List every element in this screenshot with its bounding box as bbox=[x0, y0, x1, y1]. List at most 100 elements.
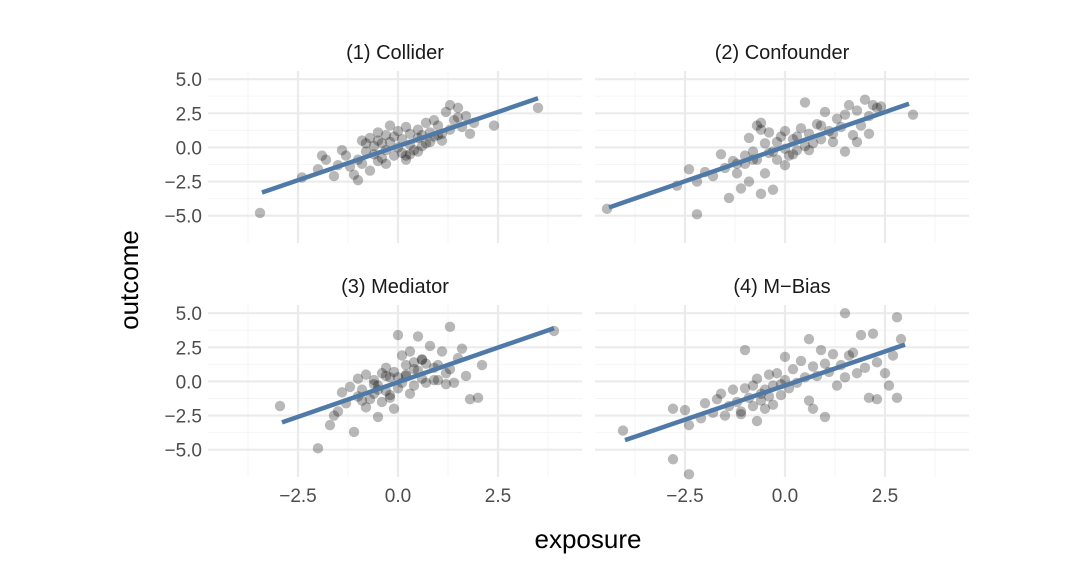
data-point bbox=[831, 113, 843, 124]
data-point bbox=[775, 131, 787, 142]
data-point bbox=[476, 359, 488, 371]
data-point bbox=[384, 372, 396, 383]
data-point bbox=[875, 101, 887, 112]
y-tick-label: 2.5 bbox=[176, 104, 202, 125]
data-point bbox=[372, 127, 384, 138]
panel-2: (2) Confounder bbox=[595, 42, 969, 243]
data-point bbox=[368, 374, 380, 386]
data-point bbox=[380, 129, 392, 141]
data-point bbox=[683, 469, 695, 480]
panel-title: (1) Collider bbox=[346, 42, 444, 64]
data-point bbox=[404, 128, 416, 139]
data-point bbox=[392, 125, 404, 137]
data-point bbox=[771, 154, 783, 165]
data-point bbox=[747, 400, 759, 412]
x-tick-label: 2.5 bbox=[485, 486, 511, 507]
data-point bbox=[811, 119, 823, 130]
data-point bbox=[464, 128, 476, 139]
data-point bbox=[428, 374, 440, 386]
panel-title: (3) Mediator bbox=[341, 276, 449, 298]
data-point bbox=[352, 373, 364, 384]
data-point bbox=[336, 387, 348, 398]
data-point bbox=[851, 368, 863, 379]
y-tick-label: −2.5 bbox=[164, 173, 202, 194]
y-axis-title: outcome bbox=[114, 230, 144, 330]
data-point bbox=[448, 377, 460, 389]
data-point bbox=[424, 340, 436, 352]
data-point bbox=[388, 403, 400, 414]
data-point bbox=[388, 131, 400, 142]
data-point bbox=[839, 307, 851, 319]
data-point bbox=[388, 150, 400, 161]
data-point bbox=[807, 403, 819, 414]
data-point bbox=[779, 125, 791, 137]
data-point bbox=[719, 410, 731, 421]
data-point bbox=[839, 372, 851, 383]
data-point bbox=[420, 358, 432, 369]
data-point bbox=[767, 399, 779, 410]
y-tick-label: −2.5 bbox=[164, 407, 202, 428]
data-point bbox=[400, 150, 412, 161]
data-point bbox=[440, 368, 452, 379]
data-point bbox=[871, 357, 883, 368]
data-point bbox=[364, 393, 376, 405]
data-point bbox=[843, 350, 855, 361]
data-point bbox=[384, 389, 396, 401]
data-point bbox=[352, 175, 364, 186]
data-point bbox=[759, 138, 771, 149]
data-point bbox=[735, 409, 747, 420]
data-point bbox=[863, 392, 875, 404]
data-point bbox=[747, 146, 759, 157]
data-point bbox=[759, 403, 771, 414]
data-point bbox=[863, 128, 875, 139]
data-point bbox=[847, 347, 859, 358]
data-point bbox=[348, 426, 360, 438]
panel-title: (4) M−Bias bbox=[733, 276, 830, 298]
data-point bbox=[428, 114, 440, 126]
x-tick-label: −2.5 bbox=[666, 486, 704, 507]
data-point bbox=[791, 131, 803, 142]
data-point bbox=[396, 147, 408, 159]
data-point bbox=[376, 153, 388, 164]
data-point bbox=[775, 389, 787, 401]
data-point bbox=[831, 380, 843, 391]
data-point bbox=[859, 94, 871, 105]
data-point bbox=[715, 388, 727, 399]
y-tick-label: 2.5 bbox=[176, 338, 202, 359]
x-tick-label: 2.5 bbox=[872, 486, 898, 507]
data-point bbox=[420, 117, 432, 129]
data-point bbox=[887, 350, 899, 361]
data-point bbox=[320, 154, 332, 165]
data-point bbox=[755, 395, 767, 406]
data-point bbox=[751, 120, 763, 131]
data-point bbox=[384, 120, 396, 131]
y-tick-label: −5.0 bbox=[164, 441, 202, 462]
panel-4: (4) M−Bias −2.5 0.0 2.5 bbox=[595, 276, 969, 507]
data-point bbox=[743, 132, 755, 144]
data-point bbox=[332, 406, 344, 417]
data-point bbox=[803, 333, 815, 345]
data-point bbox=[408, 357, 420, 368]
x-axis-title: exposure bbox=[535, 524, 642, 554]
data-point bbox=[847, 129, 859, 141]
facet-panels: (1) Collider −5.0 −2.5 0.0 2.5 5.0 (2) Confoun… bbox=[164, 42, 969, 507]
data-point bbox=[452, 102, 464, 114]
data-point bbox=[839, 109, 851, 120]
data-point bbox=[783, 150, 795, 161]
data-point bbox=[819, 106, 831, 118]
x-tick-label: 0.0 bbox=[385, 486, 411, 507]
data-point bbox=[472, 392, 484, 404]
data-point bbox=[364, 165, 376, 176]
data-point bbox=[891, 312, 903, 323]
y-tick-label: 0.0 bbox=[176, 372, 202, 393]
panel-title: (2) Confounder bbox=[715, 42, 850, 64]
y-tick-label: 0.0 bbox=[176, 138, 202, 159]
data-point bbox=[751, 415, 763, 427]
data-point bbox=[460, 110, 472, 122]
data-point bbox=[460, 370, 472, 382]
data-point bbox=[400, 121, 412, 133]
data-point bbox=[767, 184, 779, 195]
data-point bbox=[803, 144, 815, 156]
data-point bbox=[679, 404, 691, 416]
